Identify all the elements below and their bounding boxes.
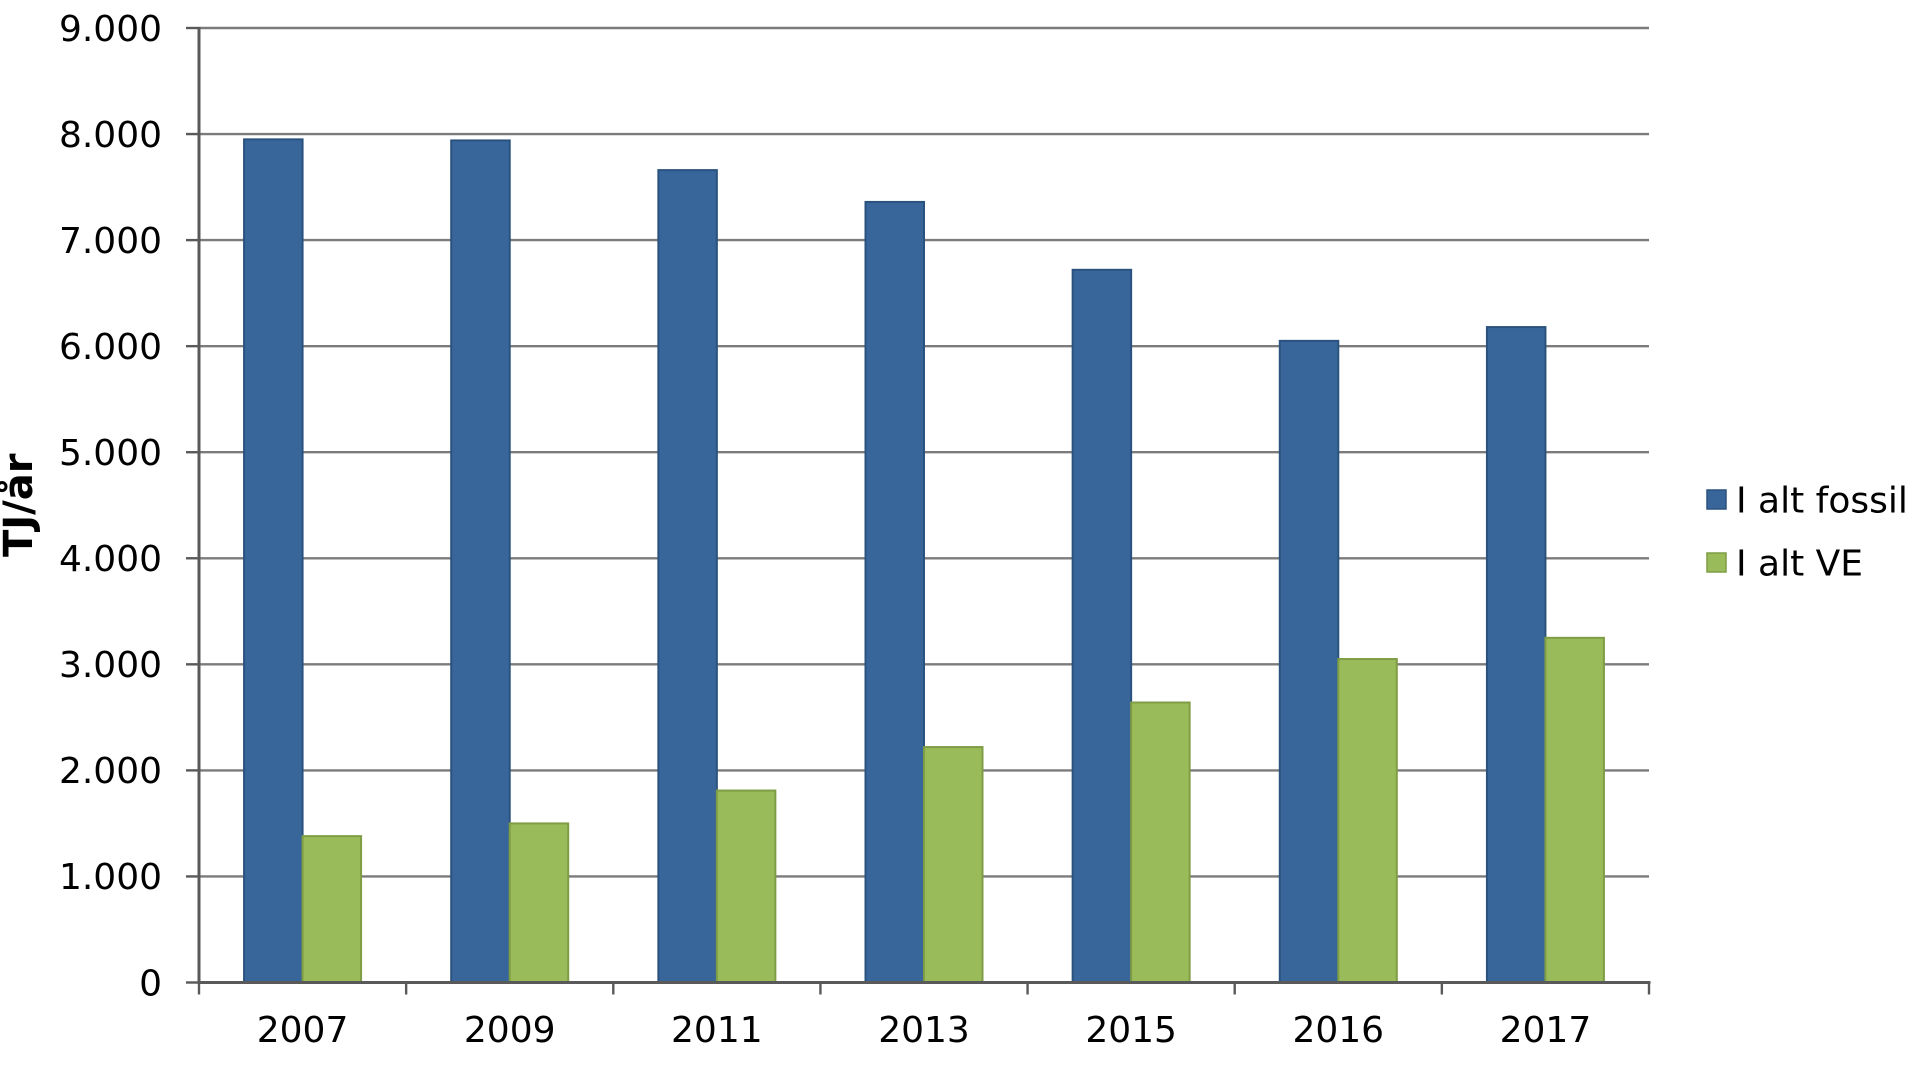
legend: I alt fossil I alt VE <box>1706 480 1908 584</box>
bar-i-alt-fossil-2017 <box>1485 326 1547 984</box>
bar-i-alt-ve-2007 <box>301 835 363 984</box>
y-tick-label-0: 0 <box>139 963 162 1004</box>
x-tick-label-2011: 2011 <box>671 1010 763 1051</box>
x-tick-label-2015: 2015 <box>1085 1010 1177 1051</box>
y-tick-label-9.000: 9.000 <box>59 9 162 50</box>
bar-i-alt-ve-2015 <box>1130 701 1191 984</box>
bar-i-alt-ve-2017 <box>1544 636 1605 984</box>
x-tick-label-2016: 2016 <box>1292 1010 1384 1051</box>
legend-label-i-alt-fossil: I alt fossil <box>1736 480 1908 521</box>
legend-item-i-alt-fossil: I alt fossil <box>1706 480 1908 521</box>
x-tick-label-2017: 2017 <box>1500 1010 1592 1051</box>
y-tick-label-7.000: 7.000 <box>59 221 162 262</box>
x-axis-tick-labels: 2007 2009 2011 2013 2015 2016 2017 <box>257 1010 1591 1051</box>
y-tick-label-4.000: 4.000 <box>59 539 162 580</box>
bar-i-alt-fossil-2013 <box>864 200 925 984</box>
bar-i-alt-fossil-2015 <box>1071 268 1133 984</box>
bar-i-alt-fossil-2011 <box>657 169 718 984</box>
bars <box>243 138 1605 984</box>
bar-i-alt-fossil-2016 <box>1278 339 1340 984</box>
x-tick-label-2007: 2007 <box>257 1010 349 1051</box>
x-tick-label-2013: 2013 <box>878 1010 970 1051</box>
bar-i-alt-ve-2011 <box>715 789 777 984</box>
y-axis-title: TJ/år <box>0 453 42 557</box>
bar-i-alt-fossil-2007 <box>243 138 304 984</box>
x-tick-label-2009: 2009 <box>464 1010 556 1051</box>
y-tick-label-3.000: 3.000 <box>59 645 162 686</box>
y-tick-label-8.000: 8.000 <box>59 115 162 156</box>
bar-i-alt-ve-2013 <box>923 746 984 984</box>
legend-item-i-alt-ve: I alt VE <box>1706 543 1863 584</box>
legend-swatch-i-alt-fossil <box>1706 489 1727 510</box>
y-axis-title-text: TJ/år <box>0 453 42 557</box>
bar-i-alt-ve-2016 <box>1337 658 1398 984</box>
y-tick-label-1.000: 1.000 <box>59 857 162 898</box>
axes <box>186 26 1651 995</box>
legend-swatch-i-alt-ve <box>1706 552 1727 573</box>
legend-label-i-alt-ve: I alt VE <box>1736 543 1863 584</box>
y-tick-label-5.000: 5.000 <box>59 433 162 474</box>
bar-i-alt-fossil-2009 <box>450 139 511 984</box>
y-tick-label-6.000: 6.000 <box>59 327 162 368</box>
bar-i-alt-ve-2009 <box>508 822 570 984</box>
y-axis-tick-labels: 0 1.000 2.000 3.000 4.000 5.000 6.000 7.000 8.00… <box>59 9 162 1005</box>
y-tick-label-2.000: 2.000 <box>59 751 162 792</box>
